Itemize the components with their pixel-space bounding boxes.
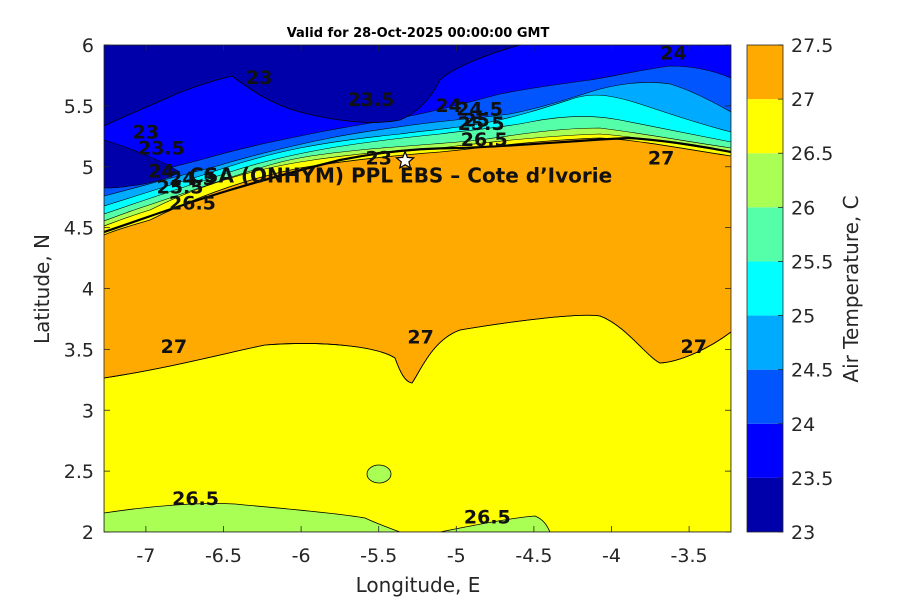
- contour-label: 25: [463, 110, 489, 132]
- band-green-patch: [366, 464, 392, 484]
- colorbar-swatch: [747, 261, 783, 316]
- colorbar-tick-label: 23.5: [791, 468, 833, 490]
- x-tick-label: -5: [447, 545, 466, 567]
- contour-label: 24: [660, 43, 686, 65]
- contour-label: 24: [148, 161, 174, 183]
- colorbar-swatch: [747, 315, 783, 370]
- colorbar-swatch: [747, 369, 783, 424]
- colorbar-tick-label: 25: [791, 306, 815, 328]
- site-star-icon: [394, 150, 416, 170]
- contour-label: 27: [648, 147, 674, 169]
- x-tick-label: -6: [292, 545, 311, 567]
- site-marker: CSA (ONHYM) PPL EBS – Cote d’Ivorie: [189, 150, 612, 188]
- site-label: CSA (ONHYM) PPL EBS – Cote d’Ivorie: [189, 164, 612, 188]
- band-23: [104, 45, 521, 127]
- colorbar-tick-label: 26.5: [791, 143, 833, 165]
- contour-label: 26.5: [464, 506, 511, 528]
- y-tick-label: 5.5: [64, 96, 94, 118]
- y-tick-label: 4: [82, 279, 94, 301]
- y-axis-ticks: 2 2.5 3 3.5 4 4.5 5 5.5 6: [64, 35, 731, 544]
- chart-title: Valid for 28-Oct-2025 00:00:00 GMT: [287, 26, 550, 41]
- colorbar-tick-label: 26: [791, 197, 815, 219]
- x-tick-label: -5.5: [360, 545, 397, 567]
- colorbar-tick-label: 24.5: [791, 360, 833, 382]
- contour-27-line: [104, 314, 731, 384]
- contour-label: 23: [365, 147, 391, 169]
- contour-label: 23: [246, 67, 272, 89]
- contour-label: 23.5: [138, 138, 185, 160]
- colorbar-swatch: [747, 99, 783, 154]
- contour-plot-area: [104, 45, 731, 532]
- contour-label: 27: [161, 336, 187, 358]
- colorbar-swatch: [747, 477, 783, 532]
- colorbar-frame: [746, 44, 784, 533]
- contour-label: 26.5: [169, 192, 216, 214]
- y-tick-label: 6: [82, 35, 94, 57]
- colorbar-label: Air Temperature, C: [839, 195, 863, 382]
- x-tick-label: -4.5: [515, 545, 552, 567]
- x-tick-label: -3.5: [671, 545, 708, 567]
- colorbar-swatch: [747, 423, 783, 478]
- contour-label: 27: [681, 336, 707, 358]
- contour-label: 25.5: [458, 113, 505, 135]
- x-axis-ticks: -7 -6.5 -6 -5.5 -5 -4.5 -4 -3.5: [136, 45, 708, 567]
- band-green-south: [104, 503, 401, 532]
- colorbar-tick-label: 27.5: [791, 35, 833, 57]
- x-tick-label: -4: [602, 545, 621, 567]
- contour-label: 24.5: [169, 168, 216, 190]
- y-tick-label: 4.5: [64, 218, 94, 240]
- contour-label: 26.5: [461, 129, 508, 151]
- x-tick-label: -7: [136, 545, 155, 567]
- x-tick-label: -6.5: [205, 545, 242, 567]
- colorbar-tick-label: 24: [791, 414, 815, 436]
- contour-label: 24: [435, 95, 461, 117]
- y-tick-label: 3: [82, 400, 94, 422]
- y-tick-label: 3.5: [64, 339, 94, 361]
- contour-label: 25.5: [157, 177, 204, 199]
- y-tick-label: 5: [82, 157, 94, 179]
- band-23-west: [104, 139, 181, 189]
- y-tick-label: 2: [82, 522, 94, 544]
- colorbar-swatch: [747, 153, 783, 208]
- coastline: [104, 136, 731, 234]
- x-axis-label: Longitude, E: [356, 573, 481, 597]
- contour-label: 26.5: [172, 488, 219, 510]
- contour-label: 27: [407, 326, 433, 348]
- colorbar-tick-label: 27: [791, 89, 815, 111]
- colorbar-swatch: [747, 207, 783, 262]
- colorbar-tick-label: 25.5: [791, 251, 833, 273]
- y-axis-label: Latitude, N: [30, 234, 54, 344]
- colorbar: 23 23.5 24 24.5 25 25.5 26 26.5 27 27.5: [746, 35, 833, 544]
- colorbar-tick-label: 23: [791, 522, 815, 544]
- contour-label: 23.5: [347, 89, 394, 111]
- contour-label: 24.5: [456, 99, 503, 121]
- y-tick-label: 2.5: [64, 461, 94, 483]
- contour-label: 23: [133, 122, 159, 144]
- colorbar-swatch: [747, 45, 783, 100]
- band-green-south-east: [439, 515, 551, 532]
